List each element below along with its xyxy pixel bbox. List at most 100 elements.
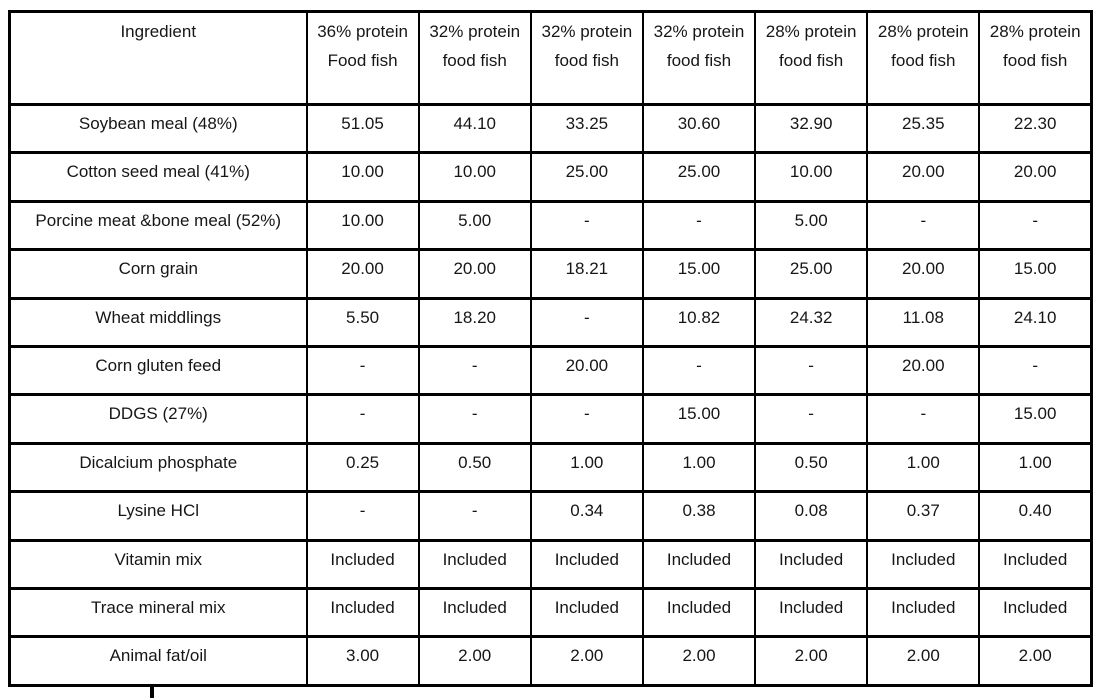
value-text: - xyxy=(1032,356,1038,376)
value-text: 0.40 xyxy=(1018,501,1052,521)
value-text: - xyxy=(584,307,590,327)
header-col-7-fish: food fish xyxy=(1003,51,1068,70)
header-col-3: 32% protein food fish xyxy=(529,10,644,106)
value-cell: 11.08 xyxy=(866,296,981,349)
ingredient-label: Trace mineral mix xyxy=(91,598,226,618)
value-text: Included xyxy=(330,598,395,618)
value-text: 5.00 xyxy=(794,210,828,230)
value-cell: 2.00 xyxy=(417,635,532,687)
header-col-5-protein: 28% protein xyxy=(765,22,857,41)
header-col-1-fish: Food fish xyxy=(327,51,398,70)
value-cell: 0.38 xyxy=(641,490,757,542)
header-col-3-protein: 32% protein xyxy=(541,22,633,41)
value-cell: - xyxy=(978,345,1093,397)
value-text: 20.00 xyxy=(565,356,609,376)
value-text: - xyxy=(696,356,702,376)
value-text: 0.50 xyxy=(458,452,492,472)
table-row: Corn gluten feed - - 20.00 - - 20.00 - xyxy=(8,345,1093,397)
header-col-6-protein: 28% protein xyxy=(877,22,969,41)
table-row: DDGS (27%) - - - 15.00 - - 15.00 xyxy=(8,393,1093,445)
value-cell: Included xyxy=(866,538,981,591)
ingredient-label: Wheat middlings xyxy=(95,307,222,327)
ingredient-label: Cotton seed meal (41%) xyxy=(66,162,250,182)
table-row: Lysine HCl - - 0.34 0.38 0.08 0.37 0.40 xyxy=(8,490,1093,542)
value-cell: - xyxy=(529,296,644,349)
header-row: Ingredient 36% protein Food fish 32% pro… xyxy=(8,10,1093,106)
ingredient-cell: Cotton seed meal (41%) xyxy=(8,151,308,203)
header-col-1: 36% protein Food fish xyxy=(305,10,420,106)
table-row: Cotton seed meal (41%) 10.00 10.00 25.00… xyxy=(8,151,1093,203)
value-cell: Included xyxy=(978,538,1093,591)
value-cell: 2.00 xyxy=(641,635,757,687)
value-cell: 33.25 xyxy=(529,102,644,155)
value-cell: 24.32 xyxy=(754,296,869,349)
value-cell: - xyxy=(417,490,532,542)
value-text: 2.00 xyxy=(1018,646,1052,666)
value-text: 2.00 xyxy=(682,646,716,666)
value-cell: Included xyxy=(641,538,757,591)
value-cell: 44.10 xyxy=(417,102,532,155)
value-text: 15.00 xyxy=(1013,404,1057,424)
value-text: 0.08 xyxy=(794,501,828,521)
value-cell: 10.00 xyxy=(417,151,532,203)
value-text: 32.90 xyxy=(789,114,833,133)
value-text: Included xyxy=(891,598,956,618)
ingredient-label: Corn gluten feed xyxy=(95,356,222,376)
ingredient-cell: Vitamin mix xyxy=(8,538,308,591)
value-cell: Included xyxy=(529,587,644,639)
ingredient-cell: DDGS (27%) xyxy=(8,393,308,445)
value-text: - xyxy=(471,501,478,521)
value-text: 10.82 xyxy=(677,307,721,327)
value-cell: - xyxy=(866,393,981,445)
value-text: 44.10 xyxy=(453,114,496,133)
value-cell: 10.82 xyxy=(641,296,757,349)
value-text: Included xyxy=(442,598,507,618)
value-cell: 5.50 xyxy=(305,296,420,349)
header-col-2-fish: food fish xyxy=(442,51,507,70)
value-text: 24.32 xyxy=(789,307,833,327)
value-cell: - xyxy=(305,490,420,542)
ingredient-cell: Porcine meat &bone meal (52%) xyxy=(8,199,308,252)
header-col-4-protein: 32% protein xyxy=(653,22,745,41)
ingredient-label: Corn grain xyxy=(118,259,198,279)
value-cell: 25.00 xyxy=(529,151,644,203)
value-text: 2.00 xyxy=(570,646,604,666)
value-cell: 15.00 xyxy=(641,393,757,445)
value-cell: 25.35 xyxy=(866,102,981,155)
value-text: 10.00 xyxy=(341,162,384,182)
header-col-7-protein: 28% protein xyxy=(989,22,1081,41)
value-text: 18.21 xyxy=(565,259,609,279)
value-text: 51.05 xyxy=(341,114,384,133)
value-text: 15.00 xyxy=(677,259,721,279)
value-text: 25.00 xyxy=(789,259,833,279)
value-cell: 18.21 xyxy=(529,248,644,300)
value-text: 15.00 xyxy=(1013,259,1057,279)
value-cell: - xyxy=(754,345,869,397)
value-text: - xyxy=(359,356,366,376)
table-row: Wheat middlings 5.50 18.20 - 10.82 24.32… xyxy=(8,296,1093,349)
header-col-5: 28% protein food fish xyxy=(754,10,869,106)
value-cell: 30.60 xyxy=(641,102,757,155)
value-text: 20.00 xyxy=(453,259,496,279)
value-text: - xyxy=(920,210,927,230)
value-text: Included xyxy=(330,549,395,569)
table-row: Dicalcium phosphate 0.25 0.50 1.00 1.00 … xyxy=(8,441,1093,494)
value-cell: 2.00 xyxy=(866,635,981,687)
header-col-2: 32% protein food fish xyxy=(417,10,532,106)
value-cell: 20.00 xyxy=(529,345,644,397)
value-cell: Included xyxy=(641,587,757,639)
value-cell: 3.00 xyxy=(305,635,420,687)
value-text: 0.25 xyxy=(346,452,380,472)
value-cell: 20.00 xyxy=(305,248,420,300)
value-text: 25.35 xyxy=(902,114,945,133)
value-text: - xyxy=(584,210,590,230)
table-row: Vitamin mix Included Included Included I… xyxy=(8,538,1093,591)
value-cell: 18.20 xyxy=(417,296,532,349)
value-cell: 0.08 xyxy=(754,490,869,542)
value-cell: - xyxy=(529,393,644,445)
feed-formulation-table: Ingredient 36% protein Food fish 32% pro… xyxy=(8,10,1093,687)
value-text: 0.50 xyxy=(794,452,828,472)
ingredient-label: Vitamin mix xyxy=(114,549,203,569)
value-text: 11.08 xyxy=(902,307,944,327)
value-text: 0.34 xyxy=(570,501,604,521)
